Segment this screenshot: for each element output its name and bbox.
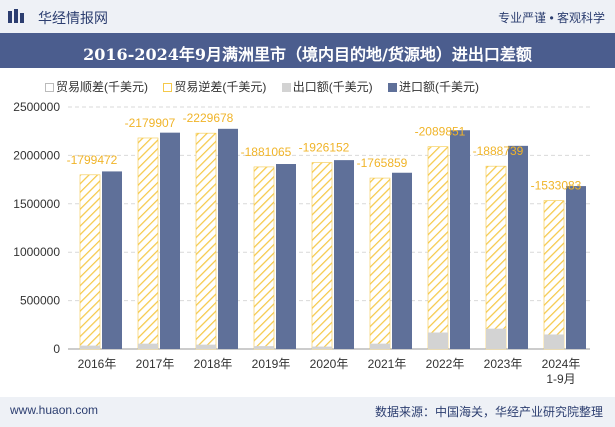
legend-swatch-exports — [281, 83, 291, 92]
deficit-bar — [79, 174, 101, 350]
legend-item-trade-balance: 贸易顺差(千美元) — [45, 78, 148, 95]
legend-label-trade-balance: 贸易顺差(千美元) — [56, 80, 148, 94]
tagline: 专业严谨 • 客观科学 — [498, 11, 605, 25]
x-tick-label: 2016年 — [78, 357, 117, 371]
y-tick-label: 2000000 — [13, 148, 60, 162]
legend-swatch-trade-balance — [45, 83, 54, 92]
import-bar — [160, 132, 180, 349]
x-tick-label: 1-9月 — [546, 372, 575, 386]
data-label: -2179907 — [125, 116, 176, 130]
export-bar — [370, 343, 390, 349]
export-bar — [486, 328, 506, 349]
deficit-bar — [195, 132, 217, 350]
top-bar: 华经情报网 专业严谨 • 客观科学 — [0, 0, 615, 33]
import-bar — [334, 160, 354, 349]
x-tick-label: 2018年 — [194, 357, 233, 371]
import-bar — [450, 130, 470, 349]
legend-swatch-trade-deficit — [163, 83, 173, 92]
y-tick-label: 1500000 — [13, 197, 60, 211]
data-label: -2089851 — [415, 125, 466, 139]
deficit-bar — [137, 137, 159, 350]
footer: www.huaon.com 数据来源：中国海关，华经产业研究院整理 — [0, 397, 615, 427]
export-bar — [312, 346, 332, 349]
data-label: -1926152 — [299, 141, 350, 155]
x-tick-label: 2024年 — [542, 357, 581, 371]
export-bar — [80, 345, 100, 349]
y-tick-label: 500000 — [20, 294, 60, 308]
x-tick-label: 2021年 — [368, 357, 407, 371]
legend-label-exports: 出口额(千美元) — [292, 80, 373, 94]
logo-text: 华经情报网 — [38, 10, 108, 26]
footer-source: 数据来源：中国海关，华经产业研究院整理 — [374, 405, 603, 419]
export-bar — [138, 343, 158, 349]
chart-legend: 贸易顺差(千美元) 贸易逆差(千美元) 出口额(千美元) 进口额(千美元) — [45, 78, 491, 95]
logo-icon — [8, 9, 24, 23]
y-tick-label: 2500000 — [13, 100, 60, 114]
footer-website: www.huaon.com — [10, 403, 99, 417]
export-bar — [254, 346, 274, 349]
x-tick-label: 2023年 — [484, 357, 523, 371]
x-tick-label: 2017年 — [136, 357, 175, 371]
data-label: -2229678 — [183, 111, 234, 125]
legend-item-trade-deficit: 贸易逆差(千美元) — [163, 78, 266, 95]
import-bar — [566, 186, 586, 349]
data-label: -1799472 — [67, 153, 118, 167]
data-label: -1888739 — [473, 144, 524, 158]
deficit-bar — [485, 165, 507, 350]
chart-title: 2016-2024年9月满洲里市（境内目的地/货源地）进出口差额 — [83, 45, 532, 64]
title-bar: 2016-2024年9月满洲里市（境内目的地/货源地）进出口差额 — [0, 33, 615, 68]
export-bar — [428, 332, 448, 349]
import-bar — [218, 128, 238, 349]
export-bar — [196, 344, 216, 349]
y-tick-label: 0 — [53, 342, 60, 356]
deficit-bar — [427, 146, 449, 350]
deficit-bar — [311, 162, 333, 350]
y-tick-label: 1000000 — [13, 245, 60, 259]
data-label: -1765859 — [357, 156, 408, 170]
deficit-bar — [369, 177, 391, 350]
bar-chart: 0 500000 1000000 1500000 2000000 2500000 -1799… — [13, 100, 590, 386]
legend-item-exports: 出口额(千美元) — [281, 78, 373, 95]
import-bar — [508, 145, 528, 349]
deficit-bar — [543, 200, 565, 350]
data-label: -1881065 — [241, 145, 292, 159]
export-bar — [544, 334, 564, 349]
import-bar — [392, 172, 412, 349]
legend-item-imports: 进口额(千美元) — [388, 78, 479, 95]
deficit-bar — [253, 166, 275, 350]
x-tick-label: 2019年 — [252, 357, 291, 371]
import-bar — [276, 164, 296, 349]
legend-label-trade-deficit: 贸易逆差(千美元) — [174, 80, 267, 94]
data-label: -1533083 — [531, 179, 582, 193]
x-tick-label: 2020年 — [310, 357, 349, 371]
legend-swatch-imports — [388, 83, 398, 92]
x-tick-label: 2022年 — [426, 357, 465, 371]
legend-label-imports: 进口额(千美元) — [399, 80, 480, 94]
import-bar — [102, 171, 122, 349]
